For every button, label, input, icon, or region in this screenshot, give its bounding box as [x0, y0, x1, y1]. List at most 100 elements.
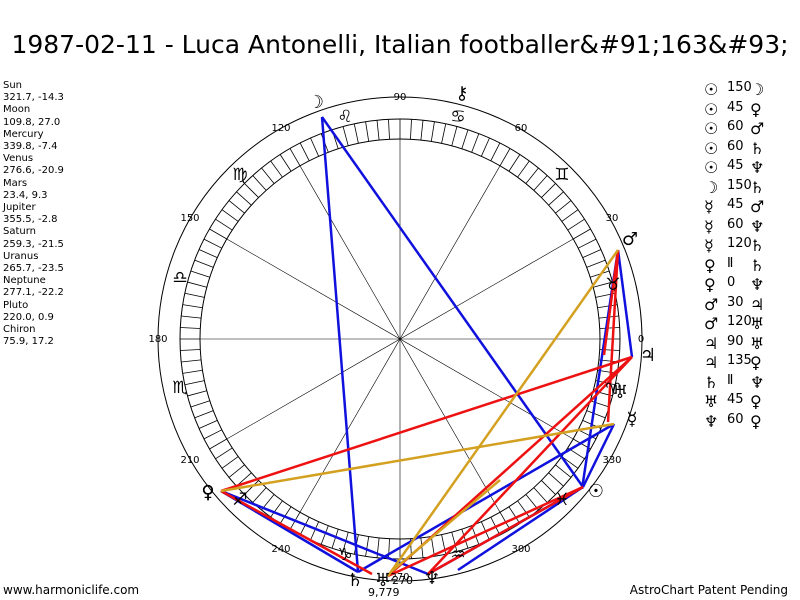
degree-tick [180, 327, 201, 329]
degree-tick [517, 500, 530, 518]
degree-tick [252, 175, 267, 191]
aspect-angle: 120 [727, 236, 752, 251]
degree-tick [184, 380, 205, 386]
aspect-planet-b-icon: ♀ [750, 392, 762, 411]
degree-tick [541, 480, 556, 495]
aspect-line [616, 249, 634, 358]
aspect-angle: Ⅱ [727, 255, 734, 271]
degree-tick [499, 512, 511, 530]
degree-tick [331, 529, 339, 549]
planet-coords: 277.1, -22.2 [3, 287, 64, 299]
degree-tick [548, 472, 564, 487]
degree-tick [209, 228, 227, 240]
bottom-value-label: 9,779 [368, 586, 400, 599]
zodiac-sign-icon: ♏ [172, 378, 187, 398]
footer-website: www.harmoniclife.com [3, 583, 140, 597]
degree-tick [451, 126, 458, 146]
aspect-planet-b-icon: ♄ [750, 177, 765, 197]
planet-coords: 23.4, 9.3 [3, 189, 48, 201]
zodiac-sign-icon: ♈ [605, 380, 620, 400]
degree-tick [221, 456, 239, 469]
degree-tick [215, 218, 233, 231]
degree-tick [555, 200, 572, 214]
degree-label: 300 [511, 544, 530, 555]
aspect-angle: 120 [727, 314, 752, 329]
aspect-planet-a-icon: ☿ [704, 216, 714, 236]
degree-label: 240 [271, 544, 290, 555]
aspect-planet-a-icon: ♀ [704, 255, 716, 275]
degree-tick [198, 419, 218, 429]
degree-tick [190, 270, 210, 278]
degree-tick [270, 160, 283, 178]
aspect-angle: 0 [727, 275, 736, 290]
zodiac-sign-icon: ♉ [605, 275, 620, 295]
degree-tick [508, 154, 521, 172]
neptune-icon: ♆ [424, 568, 440, 589]
aspect-planet-b-icon: ♃ [750, 294, 765, 314]
planet-name: Saturn [3, 226, 37, 238]
degree-tick [182, 369, 203, 374]
aspect-planet-a-icon: ♂ [704, 314, 719, 333]
degree-tick [194, 410, 214, 419]
planet-coords: 355.5, -2.8 [3, 214, 58, 226]
aspect-planet-b-icon: ♄ [750, 138, 765, 158]
planet-name: Uranus [3, 250, 39, 262]
aspect-line [581, 423, 616, 488]
degree-tick [279, 506, 292, 524]
degree-tick [310, 137, 320, 157]
degree-tick [215, 447, 233, 460]
aspect-angle: 60 [727, 119, 744, 134]
uranus-inner-icon: ♅ [612, 382, 628, 403]
degree-tick [593, 281, 613, 288]
aspect-angle: 45 [727, 158, 744, 173]
degree-tick [451, 532, 458, 552]
degree-tick [228, 464, 245, 478]
aspect-planet-a-icon: ☉ [704, 138, 719, 158]
aspect-planet-b-icon: ♀ [750, 99, 762, 119]
aspect-planet-a-icon: ♆ [704, 411, 719, 431]
degree-tick [203, 238, 222, 249]
aspect-planet-a-icon: ♄ [704, 372, 719, 392]
aspect-planet-a-icon: ♅ [704, 392, 719, 411]
uranus-degree-label: 270 [392, 574, 413, 587]
degree-tick [299, 142, 310, 161]
degree-tick [236, 191, 252, 206]
degree-tick [279, 154, 292, 172]
aspect-planet-a-icon: ☿ [704, 197, 714, 216]
degree-label: 150 [180, 213, 199, 224]
planet-name: Neptune [3, 275, 46, 287]
aspect-planet-b-icon: ♀ [750, 411, 762, 431]
aspect-planet-b-icon: ♆ [750, 216, 765, 236]
zodiac-sign-icon: ♓ [554, 490, 569, 510]
aspect-planet-a-icon: ♃ [704, 333, 719, 353]
spoke-line [226, 238, 574, 440]
degree-tick [181, 359, 202, 363]
degree-tick [187, 281, 207, 288]
aspect-planet-a-icon: ☉ [704, 99, 719, 119]
degree-tick [388, 119, 390, 140]
degree-tick [430, 536, 435, 557]
degree-tick [252, 487, 267, 503]
aspect-angle: 45 [727, 392, 744, 407]
degree-tick [221, 209, 239, 222]
degree-tick [573, 228, 591, 240]
degree-label: 330 [602, 455, 621, 466]
degree-tick [244, 183, 259, 198]
pluto-icon: ♀ [201, 482, 214, 503]
mercury-icon: ☿ [626, 409, 637, 430]
aspect-angle: 45 [727, 99, 744, 115]
degree-tick [533, 175, 548, 191]
degree-tick [499, 148, 511, 166]
aspect-planet-b-icon: ♆ [750, 372, 765, 392]
degree-tick [190, 400, 210, 408]
aspect-planet-b-icon: ☽ [750, 80, 765, 99]
planet-name: Jupiter [3, 202, 36, 214]
aspect-angle: 135 [727, 353, 752, 368]
planet-name: Moon [3, 104, 31, 116]
degree-tick [261, 167, 275, 184]
degree-tick [353, 123, 359, 144]
aspect-planet-a-icon: ☉ [704, 80, 719, 99]
aspect-planet-b-icon: ♄ [750, 236, 765, 255]
aspect-line [427, 485, 584, 576]
